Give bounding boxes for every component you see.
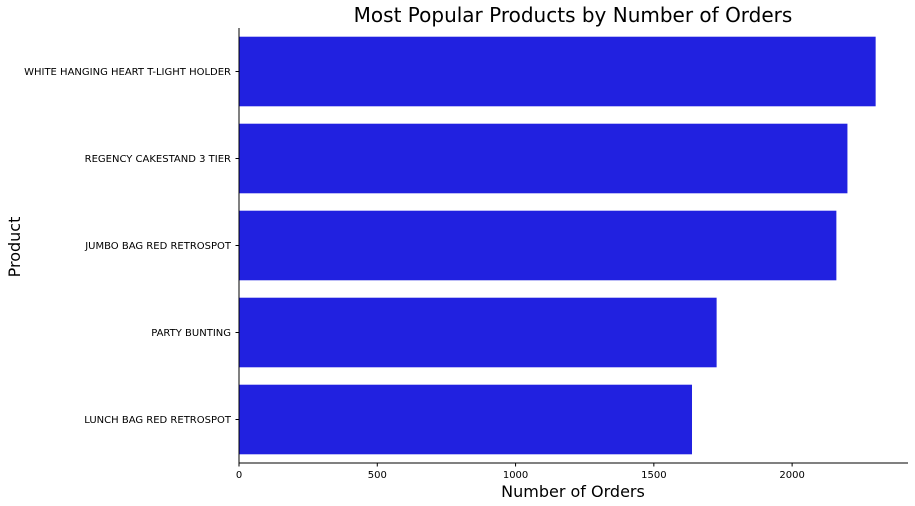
y-tick-label: JUMBO BAG RED RETROSPOT [84,241,232,252]
chart-title: Most Popular Products by Number of Order… [354,3,793,27]
y-tick-label: PARTY BUNTING [151,328,231,339]
y-axis-label: Product [5,217,24,278]
y-tick-label: REGENCY CAKESTAND 3 TIER [85,154,231,165]
x-tick-label: 500 [368,470,387,481]
y-tick-label: LUNCH BAG RED RETROSPOT [84,415,232,426]
x-tick-label: 2000 [779,470,804,481]
bar-2 [239,123,848,194]
bar-1 [239,36,876,107]
y-tick-label: WHITE HANGING HEART T-LIGHT HOLDER [24,67,231,78]
x-tick-label: 0 [236,470,242,481]
x-ticks: 0 500 1000 1500 2000 [236,463,805,481]
x-axis-label: Number of Orders [501,482,645,501]
bar-4 [239,297,717,368]
bar-3 [239,210,837,281]
x-tick-label: 1500 [641,470,666,481]
y-tick-labels: WHITE HANGING HEART T-LIGHT HOLDER REGENC… [24,67,239,426]
bars-layer [239,36,876,455]
x-tick-label: 1000 [503,470,528,481]
bar-5 [239,384,693,455]
